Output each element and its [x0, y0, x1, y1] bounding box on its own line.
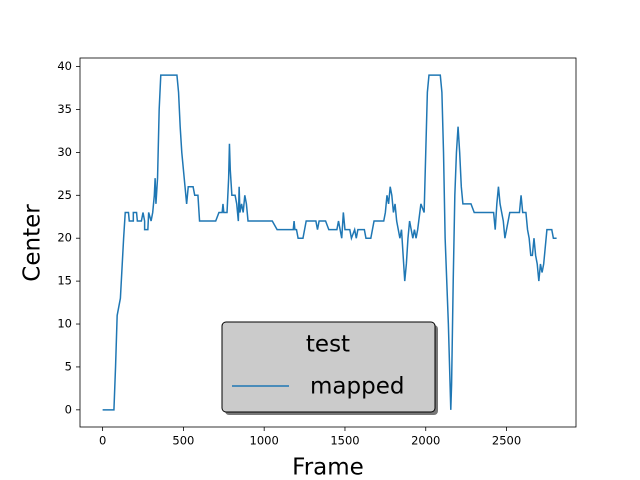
- x-tick-label: 0: [99, 434, 106, 448]
- plot-frame: [79, 57, 577, 428]
- y-tick-label: 25: [57, 188, 72, 202]
- y-tick-label: 35: [57, 102, 72, 116]
- y-tick-label: 30: [57, 145, 72, 159]
- y-tick-label: 20: [57, 231, 72, 245]
- y-tick-label: 10: [57, 317, 72, 331]
- y-tick-label: 0: [65, 402, 72, 416]
- legend-box: [221, 321, 436, 413]
- y-tick-label: 5: [65, 359, 72, 373]
- x-tick-label: 500: [172, 434, 194, 448]
- y-axis-label: Center: [20, 204, 46, 282]
- x-tick-label: 1000: [250, 434, 279, 448]
- legend: test mapped: [221, 321, 438, 415]
- x-tick-label: 2000: [411, 434, 440, 448]
- x-tick-label: 2500: [492, 434, 521, 448]
- x-axis-label: Frame: [292, 455, 364, 480]
- y-tick-label: 15: [57, 274, 72, 288]
- legend-title: test: [306, 332, 350, 358]
- legend-label: mapped: [310, 374, 404, 400]
- y-tick-label: 40: [57, 59, 72, 73]
- data-line: [102, 74, 557, 411]
- x-tick-label: 1500: [330, 434, 359, 448]
